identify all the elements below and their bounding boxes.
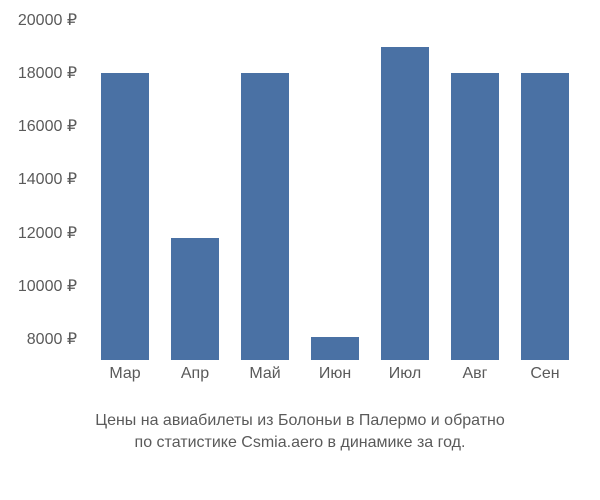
x-tick-label: Авг [462,365,487,383]
y-tick-label: 10000 ₽ [18,276,77,296]
bar [101,73,149,360]
bar [381,47,429,360]
plot-area [90,20,580,360]
bar [241,73,289,360]
x-tick-label: Май [249,365,280,383]
x-axis-labels: Мар Апр Май Июн Июл Авг Сен [90,365,580,395]
x-tick-label: Мар [109,365,140,383]
bar [171,238,219,360]
y-tick-label: 8000 ₽ [27,329,77,349]
bar [311,337,359,360]
bar [451,73,499,360]
y-axis-labels: 8000 ₽ 10000 ₽ 12000 ₽ 14000 ₽ 16000 ₽ 18000 … [0,20,85,360]
caption-line-1: Цены на авиабилеты из Болоньи в Палермо … [0,410,600,432]
y-tick-label: 16000 ₽ [18,116,77,136]
caption-line-2: по статистике Csmia.aero в динамике за г… [0,432,600,454]
y-tick-label: 20000 ₽ [18,10,77,30]
chart-container [90,20,580,390]
x-tick-label: Июл [389,365,421,383]
x-tick-label: Сен [530,365,559,383]
x-tick-label: Апр [181,365,209,383]
chart-caption: Цены на авиабилеты из Болоньи в Палермо … [0,410,600,455]
bar [521,73,569,360]
y-tick-label: 18000 ₽ [18,63,77,83]
y-tick-label: 14000 ₽ [18,169,77,189]
x-tick-label: Июн [319,365,351,383]
y-tick-label: 12000 ₽ [18,223,77,243]
